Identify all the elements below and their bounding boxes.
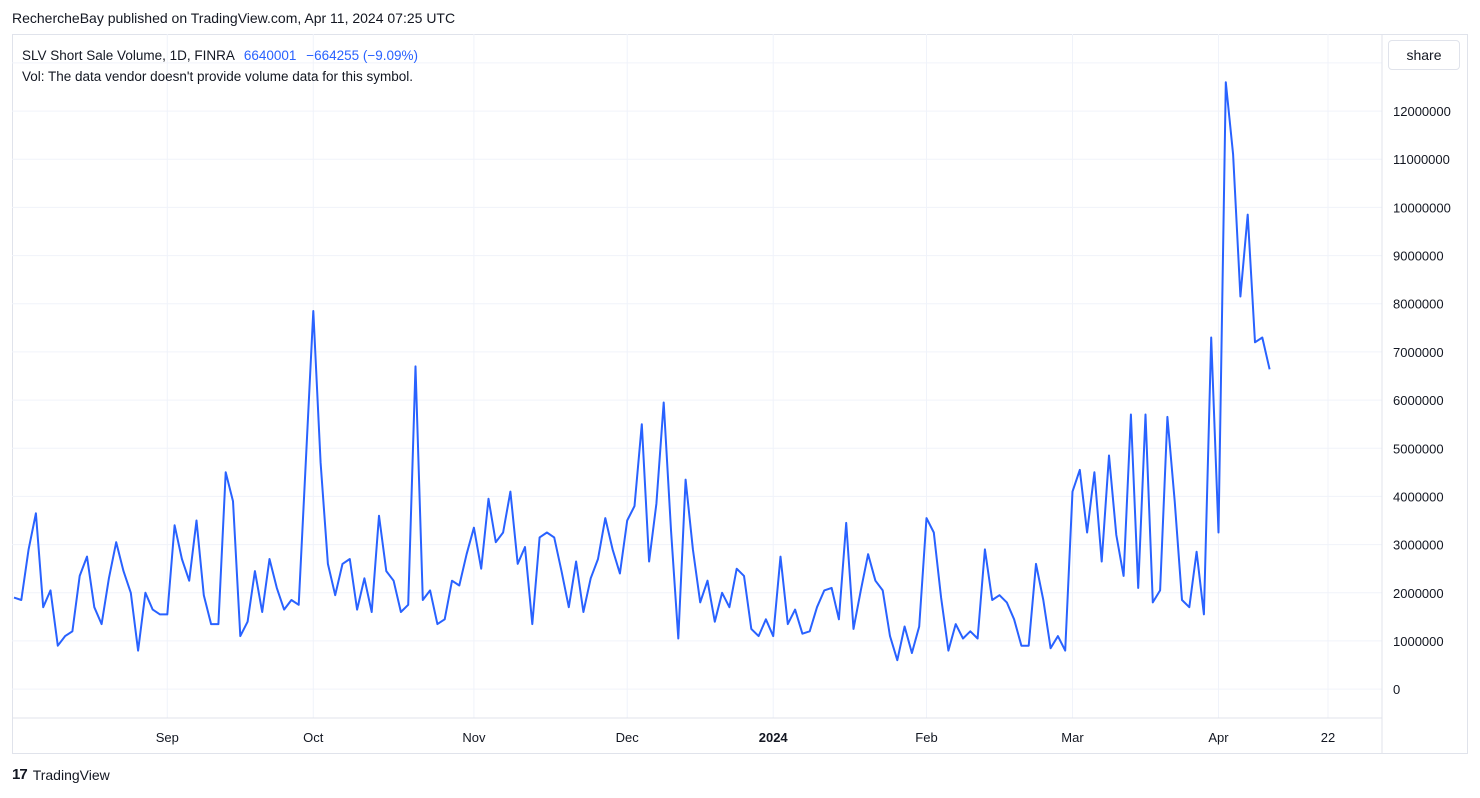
legend-last-value: 6640001 [243, 48, 297, 63]
y-tick-label: 12000000 [1393, 104, 1451, 119]
y-tick-label: 10000000 [1393, 200, 1451, 215]
y-tick-label: 11000000 [1393, 152, 1450, 167]
x-axis-ticks: Sep Oct Nov Dec 2024 Feb Mar Apr 22 [156, 730, 1336, 745]
x-tick-label: 2024 [759, 730, 789, 745]
y-tick-label: 0 [1393, 682, 1400, 697]
x-tick-label: Apr [1208, 730, 1229, 745]
grid-lines [12, 34, 1382, 718]
y-tick-label: 3000000 [1393, 538, 1444, 553]
chart-frame [12, 34, 1468, 754]
y-tick-label: 4000000 [1393, 489, 1444, 504]
series-line-short-volume [13, 81, 1271, 662]
chart-legend: SLV Short Sale Volume, 1D, FINRA 6640001… [22, 45, 418, 87]
y-tick-label: 9000000 [1393, 249, 1444, 264]
legend-row-main: SLV Short Sale Volume, 1D, FINRA 6640001… [22, 45, 418, 66]
share-button[interactable]: share [1388, 40, 1460, 70]
y-tick-label: 6000000 [1393, 393, 1444, 408]
y-axis-ticks: 0 1000000 2000000 3000000 4000000 5000000 6000… [1393, 56, 1451, 697]
y-tick-label: 1000000 [1393, 634, 1444, 649]
x-tick-label: Mar [1061, 730, 1084, 745]
tradingview-logo[interactable]: 17 TradingView [12, 766, 110, 783]
x-tick-label: Dec [616, 730, 640, 745]
x-tick-label: Oct [303, 730, 324, 745]
y-tick-label: 8000000 [1393, 297, 1444, 312]
legend-vol-note: Vol: The data vendor doesn't provide vol… [22, 69, 414, 84]
legend-title: SLV Short Sale Volume, 1D, FINRA [22, 48, 235, 63]
x-tick-label: Feb [915, 730, 937, 745]
x-tick-label: Nov [462, 730, 486, 745]
legend-change: −664255 (−9.09%) [306, 48, 419, 63]
publisher-credit: RechercheBay published on TradingView.co… [12, 10, 456, 26]
y-tick-label: 2000000 [1393, 586, 1444, 601]
x-tick-label: Sep [156, 730, 179, 745]
tradingview-mark-icon: 17 [12, 766, 28, 783]
tradingview-brand: TradingView [32, 766, 110, 783]
y-tick-label: 5000000 [1393, 441, 1444, 456]
y-tick-label: 7000000 [1393, 345, 1444, 360]
x-tick-label: 22 [1321, 730, 1335, 745]
